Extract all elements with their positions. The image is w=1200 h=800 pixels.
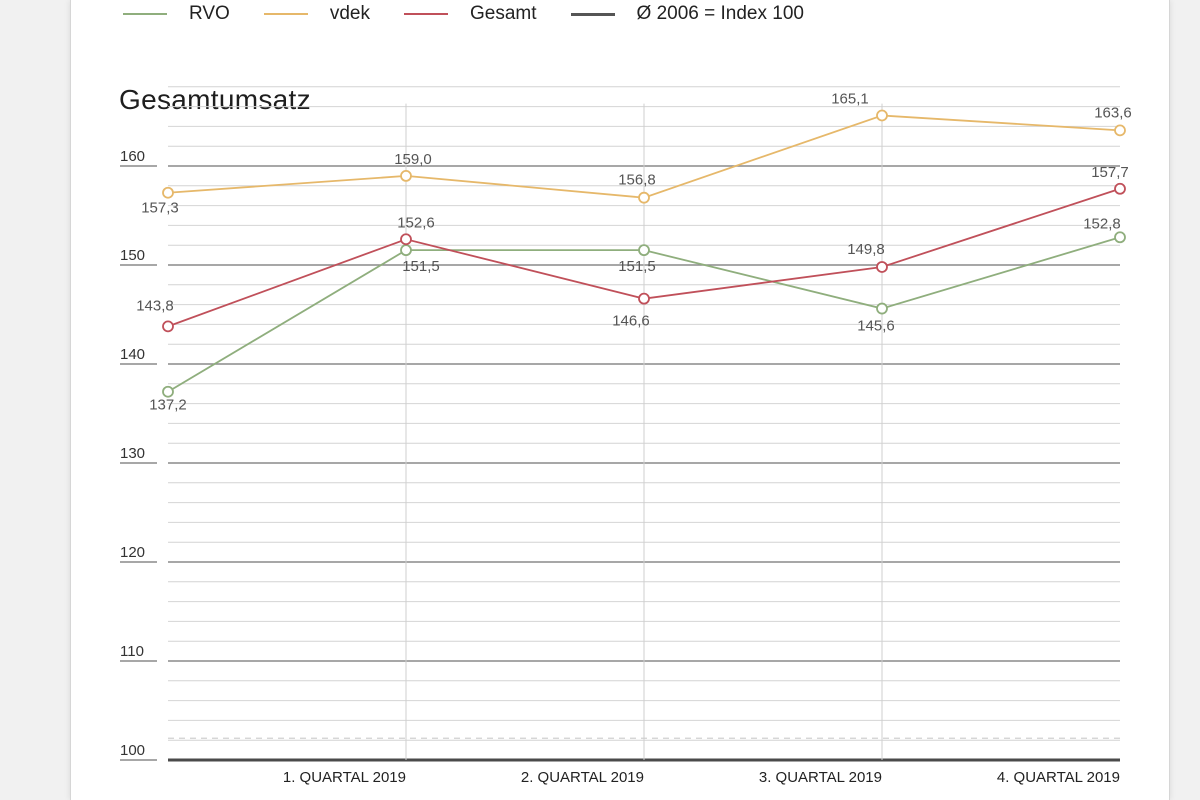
data-label: 137,2 <box>149 397 187 414</box>
data-point <box>638 292 650 305</box>
legend-item: vdek <box>263 3 370 25</box>
data-point <box>162 320 174 333</box>
data-label: 156,8 <box>618 172 656 189</box>
y-tick-label: 150 <box>120 247 145 264</box>
legend-swatch <box>403 13 448 15</box>
data-point <box>162 186 174 199</box>
data-label: 163,6 <box>1094 104 1132 121</box>
data-label: 151,5 <box>402 258 440 275</box>
legend-swatch <box>570 12 615 16</box>
data-label: 143,8 <box>136 297 174 314</box>
data-point <box>638 191 650 204</box>
legend-swatch <box>123 13 167 15</box>
x-category-label: 1. QUARTAL 2019 <box>283 769 406 786</box>
data-point <box>400 169 412 182</box>
y-tick-label: 100 <box>120 742 145 759</box>
legend-item: Gesamt <box>403 3 537 25</box>
legend-label: Ø 2006 = Index 100 <box>636 3 804 24</box>
data-label: 157,3 <box>141 200 179 217</box>
data-point <box>400 233 412 246</box>
legend-item: Ø 2006 = Index 100 <box>570 3 804 25</box>
chart-title: Gesamtumsatz <box>119 84 311 115</box>
data-label: 151,5 <box>618 258 656 275</box>
y-tick-label: 160 <box>120 148 145 165</box>
legend-label: RVO <box>189 3 230 24</box>
data-label: 157,7 <box>1091 164 1129 181</box>
x-category-label: 2. QUARTAL 2019 <box>521 769 644 786</box>
data-point <box>1114 231 1126 244</box>
legend-item: RVO <box>123 3 230 25</box>
data-point <box>1114 182 1126 195</box>
data-point <box>876 261 888 273</box>
data-label: 149,8 <box>847 241 885 258</box>
data-point <box>162 385 174 398</box>
data-label: 165,1 <box>831 91 869 108</box>
data-label: 152,6 <box>397 214 435 231</box>
report-page: RVO vdek Gesamt Ø 2006 = Index 100 Gesamtum… <box>70 0 1170 800</box>
legend-swatch <box>263 13 308 15</box>
legend-label: vdek <box>329 3 370 24</box>
data-label: 146,6 <box>612 313 650 330</box>
data-point <box>400 244 412 257</box>
chart-legend: RVO vdek Gesamt Ø 2006 = Index 100 <box>123 2 838 26</box>
y-tick-label: 130 <box>120 445 145 462</box>
data-point <box>1114 124 1126 137</box>
x-category-label: 4. QUARTAL 2019 <box>997 769 1120 786</box>
data-label: 159,0 <box>394 151 432 168</box>
data-point <box>876 302 888 315</box>
x-category-label: 3. QUARTAL 2019 <box>759 769 882 786</box>
legend-label: Gesamt <box>469 3 537 24</box>
y-tick-label: 120 <box>120 544 145 561</box>
data-point <box>876 109 888 122</box>
y-tick-label: 110 <box>120 643 144 660</box>
y-tick-label: 140 <box>120 346 145 363</box>
data-label: 145,6 <box>857 318 895 335</box>
data-point <box>638 244 650 257</box>
data-label: 152,8 <box>1083 215 1121 232</box>
